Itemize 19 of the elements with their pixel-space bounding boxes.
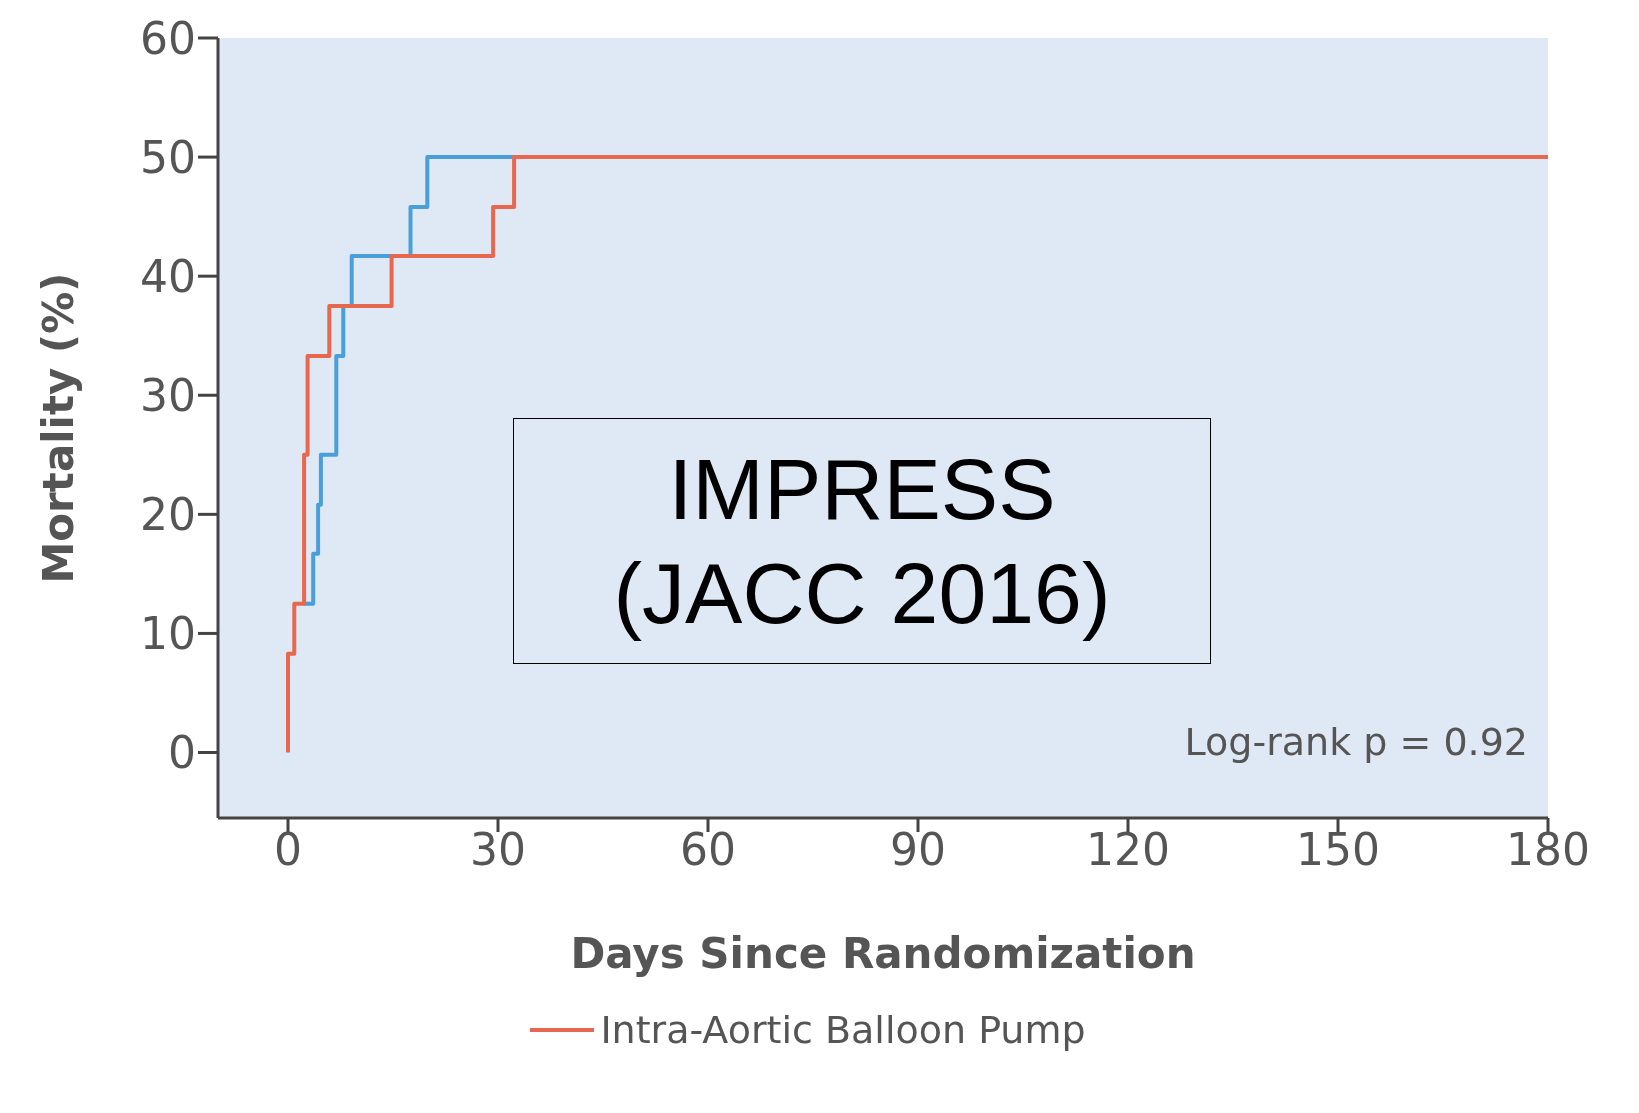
x-axis-title: Days Since Randomization: [570, 929, 1196, 978]
y-tick-label: 60: [140, 12, 196, 64]
y-tick-label: 40: [140, 250, 196, 302]
x-tick-label: 120: [1086, 824, 1170, 876]
x-tick-label: 150: [1296, 824, 1380, 876]
annotation: Log-rank p = 0.92: [1184, 720, 1528, 764]
y-tick-label: 50: [140, 131, 196, 183]
legend-label: Intra-Aortic Balloon Pump: [600, 1008, 1086, 1052]
y-tick-label: 10: [140, 608, 196, 660]
x-tick-label: 180: [1506, 824, 1590, 876]
x-tick-label: 60: [680, 824, 736, 876]
y-tick-label: 0: [168, 727, 196, 779]
x-tick-label: 0: [274, 824, 302, 876]
x-tick-label: 30: [470, 824, 526, 876]
note-box: IMPRESS (JACC 2016): [513, 418, 1211, 664]
y-tick-label: 30: [140, 369, 196, 421]
x-tick-label: 90: [890, 824, 946, 876]
y-axis-title: Mortality (%): [33, 272, 83, 584]
y-tick-label: 20: [140, 488, 196, 540]
